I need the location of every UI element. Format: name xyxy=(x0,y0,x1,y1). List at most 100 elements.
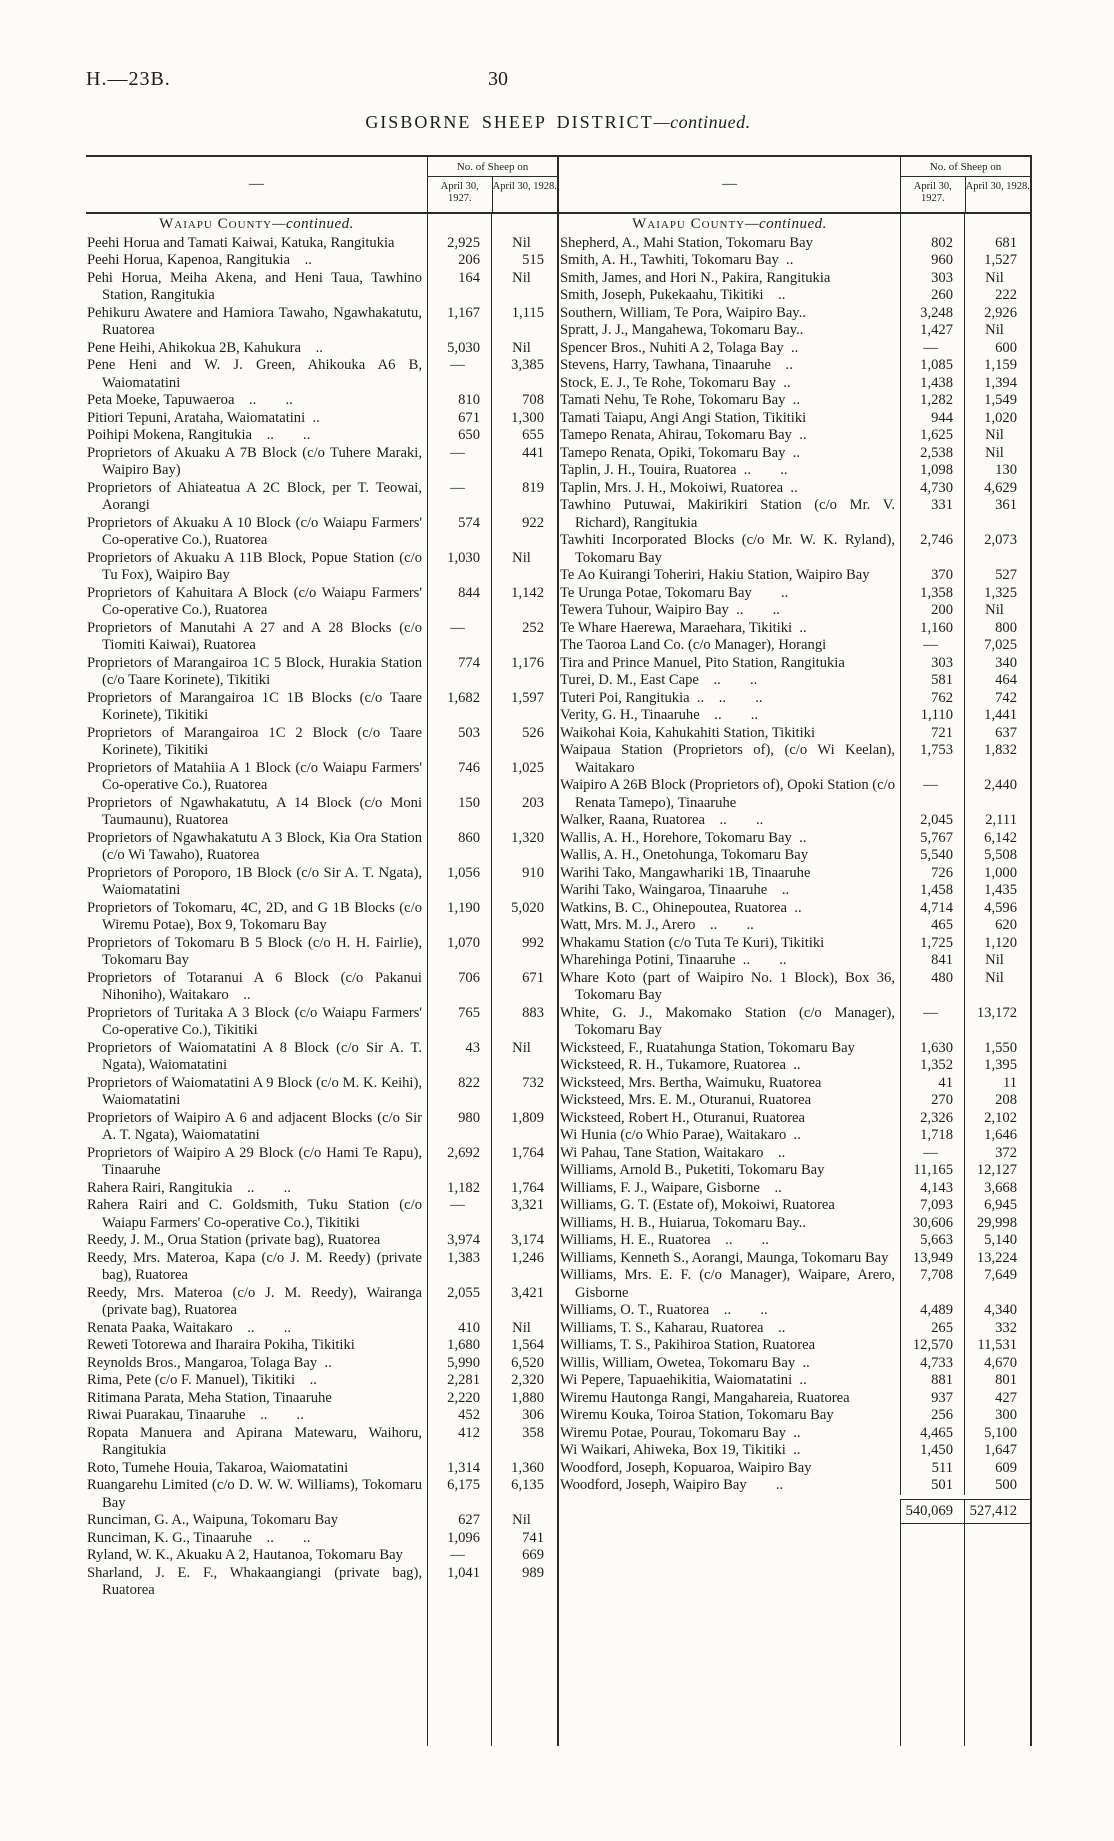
sheep-count-1927: 1,110 xyxy=(900,707,964,725)
table-row: The Taoroa Land Co. (c/o Manager), Horan… xyxy=(559,637,1030,655)
table-row: Wicksteed, F., Ruatahunga Station, Tokom… xyxy=(559,1039,1030,1057)
sheep-count-1928: 2,926 xyxy=(964,304,1030,322)
table-row: Williams, Arnold B., Puketiti, Tokomaru … xyxy=(559,1162,1030,1180)
owner-name: Wicksteed, Robert H., Oturanui, Ruatorea xyxy=(560,1109,806,1126)
table-row: Proprietors of Matahiia A 1 Block (c/o W… xyxy=(86,759,557,795)
owner-name: Wicksteed, Mrs. Bertha, Waimuku, Ruatore… xyxy=(560,1074,822,1091)
name-column-header: — xyxy=(249,176,264,192)
table-row: Reedy, Mrs. Materoa (c/o J. M. Reedy), W… xyxy=(86,1284,557,1320)
owner-name: Pitiori Tepuni, Arataha, Waiomatatini .. xyxy=(87,409,320,426)
owner-name: Proprietors of Akuaku A 10 Block (c/o Wa… xyxy=(87,514,422,549)
owner-name: Proprietors of Tokomaru, 4C, 2D, and G 1… xyxy=(87,899,422,934)
table-row: Tewera Tuhour, Waipiro Bay .. .. 200 Nil xyxy=(559,602,1030,620)
owner-name: Williams, O. T., Ruatorea .. .. xyxy=(560,1302,768,1318)
owner-name: Williams, G. T. (Estate of), Mokoiwi, Ru… xyxy=(560,1197,835,1213)
table-row: Proprietors of Manutahi A 27 and A 28 Bl… xyxy=(86,619,557,655)
sheep-count-1927: 1,383 xyxy=(427,1249,491,1285)
sheep-count-1927: 412 xyxy=(427,1424,491,1460)
owner-name: Sharland, J. E. F., Whakaangiangi (priva… xyxy=(87,1564,422,1599)
owner-name: Proprietors of Akuaku A 11B Block, Popue… xyxy=(87,549,422,584)
owner-name: Woodford, Joseph, Waipiro Bay .. xyxy=(560,1477,784,1493)
sheep-count-1927: — xyxy=(427,619,491,655)
owner-name: Peta Moeke, Tapuwaeroa .. .. xyxy=(87,392,293,408)
sheep-count-1927: 410 xyxy=(427,1319,491,1337)
sheep-count-1928: 4,340 xyxy=(964,1302,1030,1320)
page-title: GISBORNE SHEEP DISTRICT—continued. xyxy=(86,112,1030,133)
sheep-count-1928: 1,120 xyxy=(964,934,1030,952)
sheep-count-1927: 5,540 xyxy=(900,847,964,865)
sheep-count-1927: 1,458 xyxy=(900,882,964,900)
table-row: Proprietors of Marangairoa 1C 1B Blocks … xyxy=(86,689,557,725)
sheep-count-1927: — xyxy=(900,339,964,357)
table-row: Turei, D. M., East Cape .. .. 581 464 xyxy=(559,672,1030,690)
sheep-count-1927: 5,663 xyxy=(900,1232,964,1250)
sheep-count-1927: 802 xyxy=(900,234,964,252)
table-row: Pitiori Tepuni, Arataha, Waiomatatini ..… xyxy=(86,409,557,427)
sheep-count-1928: 464 xyxy=(964,672,1030,690)
owner-name: Riwai Puarakau, Tinaaruhe .. .. xyxy=(87,1407,304,1423)
sheep-count-1927: 1,167 xyxy=(427,304,491,340)
owner-name: Walker, Raana, Ruatorea .. .. xyxy=(560,812,764,828)
owner-name: Turei, D. M., East Cape .. .. xyxy=(560,672,758,688)
owner-name: Williams, Kenneth S., Aorangi, Maunga, T… xyxy=(560,1249,889,1266)
sheep-count-1927: — xyxy=(900,1144,964,1162)
total-sheep-1928: 527,412 xyxy=(964,1498,1030,1524)
table-row: Tawhiti Incorporated Blocks (c/o Mr. W. … xyxy=(559,532,1030,567)
owner-name: Reedy, Mrs. Materoa, Kapa (c/o J. M. Ree… xyxy=(87,1249,422,1284)
table-row: Wi Pahau, Tane Station, Waitakaro .. —372 xyxy=(559,1144,1030,1162)
district-title: GISBORNE SHEEP DISTRICT xyxy=(365,112,654,132)
spacer-cell xyxy=(900,214,964,235)
sheep-count-1927: 1,352 xyxy=(900,1057,964,1075)
sheep-count-1928: 5,508 xyxy=(964,847,1030,865)
table-row: Williams, H. E., Ruatorea .. .. 5,663 5,14… xyxy=(559,1232,1030,1250)
table-row: Proprietors of Waipiro A 29 Block (c/o H… xyxy=(86,1144,557,1180)
sheep-columns-header: No. of Sheep on April 30, 1927. April 30… xyxy=(427,157,557,212)
table-row: Proprietors of Tokomaru, 4C, 2D, and G 1… xyxy=(86,899,557,935)
sheep-count-1927: 41 xyxy=(900,1074,964,1092)
sheep-count-1928: 5,020 xyxy=(491,899,557,935)
sheep-count-1927: 2,055 xyxy=(427,1284,491,1320)
sheep-count-1927: 960 xyxy=(900,252,964,270)
table-row: Ropata Manuera and Apirana Matewaru, Wai… xyxy=(86,1424,557,1460)
sheep-count-1928: 6,945 xyxy=(964,1197,1030,1215)
owner-name: Williams, T. S., Pakihiroa Station, Ruat… xyxy=(560,1337,816,1353)
owner-name: Wallis, A. H., Onetohunga, Tokomaru Bay xyxy=(560,847,809,863)
owner-name: Proprietors of Totaranui A 6 Block (c/o … xyxy=(87,969,422,1004)
sheep-count-1928: 801 xyxy=(964,1372,1030,1390)
owner-name: Proprietors of Tokomaru B 5 Block (c/o H… xyxy=(87,934,422,969)
sheep-count-1927: 1,041 xyxy=(427,1564,491,1600)
sheep-count-1927: 1,753 xyxy=(900,742,964,777)
date-headers: April 30, 1927. April 30, 1928. xyxy=(428,177,557,212)
owner-name: Tamati Taiapu, Angi Angi Station, Tikiti… xyxy=(560,409,807,426)
sheep-count-1927: 1,630 xyxy=(900,1039,964,1057)
table-row: Warihi Tako, Waingaroa, Tinaaruhe .. 1,45… xyxy=(559,882,1030,900)
owner-name: Stevens, Harry, Tawhana, Tinaaruhe .. xyxy=(560,357,793,373)
sheep-count-1928: Nil xyxy=(491,339,557,357)
name-column-header: — xyxy=(722,176,737,192)
owner-name: Proprietors of Waipiro A 6 and adjacent … xyxy=(87,1109,422,1144)
table-row: Rima, Pete (c/o F. Manuel), Tikitiki .. 2… xyxy=(86,1372,557,1390)
sheep-count-1927: 2,281 xyxy=(427,1372,491,1390)
totals-spacer xyxy=(559,1499,900,1525)
sheep-count-1928: 1,435 xyxy=(964,882,1030,900)
sheep-on-label: No. of Sheep on xyxy=(901,157,1030,177)
sheep-count-1928: 910 xyxy=(491,864,557,900)
owner-name: The Taoroa Land Co. (c/o Manager), Horan… xyxy=(560,637,827,653)
rows-right: Shepherd, A., Mahi Station, Tokomaru Bay… xyxy=(559,234,1030,1495)
owner-name: Waipiro A 26B Block (Proprietors of), Op… xyxy=(560,777,895,811)
owner-name: Proprietors of Turitaka A 3 Block (c/o W… xyxy=(87,1004,422,1039)
sheep-count-1928: 669 xyxy=(491,1547,557,1565)
sheep-count-1927: 650 xyxy=(427,427,491,445)
sheep-count-1928: 358 xyxy=(491,1424,557,1460)
sheep-count-1927: 12,570 xyxy=(900,1337,964,1355)
owner-name: Williams, Mrs. E. F. (c/o Manager), Waip… xyxy=(560,1267,895,1301)
owner-name: Wicksteed, Mrs. E. M., Oturanui, Ruatore… xyxy=(560,1092,812,1108)
table-row: Proprietors of Marangairoa 1C 2 Block (c… xyxy=(86,724,557,760)
sheep-count-1927: 841 xyxy=(900,952,964,970)
sheep-count-1928: 300 xyxy=(964,1407,1030,1425)
table-row: Stock, E. J., Te Rohe, Tokomaru Bay .. 1,… xyxy=(559,374,1030,392)
sheep-count-1927: 1,096 xyxy=(427,1529,491,1547)
table-row: Watkins, B. C., Ohinepoutea, Ruatorea ..… xyxy=(559,899,1030,917)
owner-name: Willis, William, Owetea, Tokomaru Bay .. xyxy=(560,1354,810,1371)
sheep-count-1927: 150 xyxy=(427,794,491,830)
